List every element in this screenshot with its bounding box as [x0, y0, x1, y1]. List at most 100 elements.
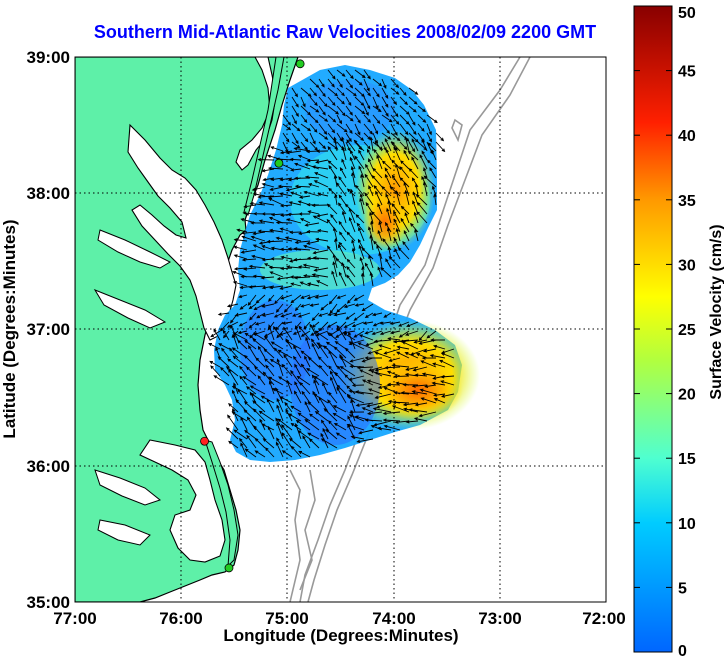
- velocity-arrow: [440, 352, 455, 359]
- velocity-arrow: [293, 147, 311, 152]
- colorbar-tick-label: 25: [678, 322, 696, 339]
- velocity-arrow: [351, 321, 365, 328]
- velocity-arrow: [419, 388, 437, 395]
- velocity-arrow: [392, 400, 410, 404]
- velocity-arrow: [373, 371, 392, 377]
- y-tick-label: 39:00: [27, 48, 70, 67]
- velocity-arrow: [231, 411, 248, 422]
- velocity-arrow: [345, 69, 354, 80]
- velocity-arrow: [261, 212, 275, 216]
- velocity-arrow: [345, 141, 351, 152]
- velocity-arrow: [370, 220, 374, 233]
- velocity-arrow: [286, 265, 302, 269]
- velocity-arrow: [243, 267, 257, 271]
- velocity-arrow: [411, 390, 428, 395]
- velocity-arrow: [349, 357, 365, 363]
- velocity-arrow: [386, 207, 392, 224]
- velocity-arrow: [346, 139, 356, 152]
- velocity-arrow: [338, 244, 347, 260]
- y-axis-label: Latitude (Degrees:Minutes): [0, 219, 19, 438]
- velocity-arrow: [355, 390, 374, 395]
- velocity-arrow: [344, 347, 356, 359]
- velocity-arrow: [384, 167, 392, 179]
- velocity-arrow: [381, 78, 387, 89]
- velocity-arrow: [388, 357, 401, 362]
- velocity-arrow: [209, 360, 221, 368]
- velocity-arrow: [347, 331, 356, 350]
- velocity-arrow: [408, 408, 428, 413]
- velocity-arrow: [335, 432, 347, 440]
- velocity-arrow: [355, 184, 365, 197]
- velocity-arrow: [290, 369, 302, 386]
- velocity-arrow: [345, 123, 353, 135]
- velocity-arrow: [418, 330, 428, 341]
- velocity-arrow: [356, 438, 374, 444]
- velocity-arrow: [346, 258, 356, 269]
- velocity-arrow: [353, 294, 365, 301]
- velocity-arrow: [246, 434, 257, 449]
- velocity-arrow: [242, 376, 257, 386]
- velocity-arrow: [336, 87, 345, 97]
- velocity-arrow: [336, 182, 347, 197]
- velocity-arrow: [250, 235, 266, 242]
- velocity-arrow: [343, 303, 356, 309]
- velocity-arrow: [386, 370, 401, 377]
- velocity-arrow: [404, 189, 410, 206]
- velocity-arrow: [249, 312, 257, 321]
- velocity-arrow: [329, 376, 338, 395]
- velocity-arrow: [332, 412, 347, 422]
- velocity-arrow: [334, 194, 338, 206]
- velocity-arrow: [381, 123, 391, 135]
- velocity-arrow: [351, 172, 356, 188]
- velocity-arrow: [244, 332, 257, 341]
- velocity-arrow: [336, 294, 347, 299]
- velocity-arrow: [297, 430, 311, 440]
- velocity-arrow: [288, 201, 302, 206]
- velocity-arrow: [327, 399, 338, 413]
- velocity-arrow: [385, 148, 392, 161]
- velocity-arrow: [313, 379, 320, 395]
- velocity-arrow: [279, 396, 293, 404]
- velocity-arrow: [402, 240, 410, 251]
- velocity-arrow: [294, 162, 311, 170]
- velocity-arrow: [386, 227, 392, 242]
- velocity-arrow: [322, 382, 329, 395]
- velocity-arrow: [244, 429, 257, 440]
- velocity-arrow: [336, 324, 347, 341]
- velocity-arrow: [276, 397, 284, 413]
- velocity-arrow: [228, 347, 239, 359]
- velocity-arrow: [413, 339, 428, 344]
- velocity-arrow: [318, 96, 328, 108]
- velocity-arrow: [359, 197, 365, 215]
- velocity-arrow: [268, 198, 284, 206]
- velocity-arrow: [221, 347, 230, 359]
- velocity-arrow: [327, 78, 335, 88]
- velocity-arrow: [381, 160, 392, 170]
- velocity-arrow: [309, 87, 318, 97]
- velocity-arrow: [279, 227, 293, 233]
- velocity-arrow: [399, 87, 407, 97]
- velocity-arrow: [254, 321, 266, 326]
- velocity-arrow: [240, 416, 248, 431]
- velocity-arrow: [364, 356, 383, 360]
- velocity-arrow: [426, 132, 432, 143]
- velocity-arrow: [291, 105, 299, 117]
- velocity-arrow: [299, 281, 311, 287]
- velocity-arrow: [327, 105, 340, 115]
- velocity-arrow: [354, 114, 361, 124]
- velocity-arrow: [361, 379, 374, 386]
- velocity-arrow: [363, 69, 371, 80]
- velocity-arrow: [334, 340, 347, 350]
- velocity-arrow: [300, 114, 308, 124]
- velocity-arrow: [390, 132, 401, 142]
- velocity-arrow: [404, 212, 410, 224]
- velocity-arrow: [335, 257, 347, 269]
- velocity-arrow: [422, 181, 428, 197]
- velocity-arrow: [307, 210, 320, 215]
- velocity-arrow: [256, 312, 266, 319]
- velocity-arrow: [381, 105, 389, 118]
- velocity-arrow: [367, 226, 374, 242]
- velocity-arrow: [307, 356, 320, 368]
- velocity-arrow: [359, 369, 374, 377]
- velocity-arrow: [338, 231, 347, 242]
